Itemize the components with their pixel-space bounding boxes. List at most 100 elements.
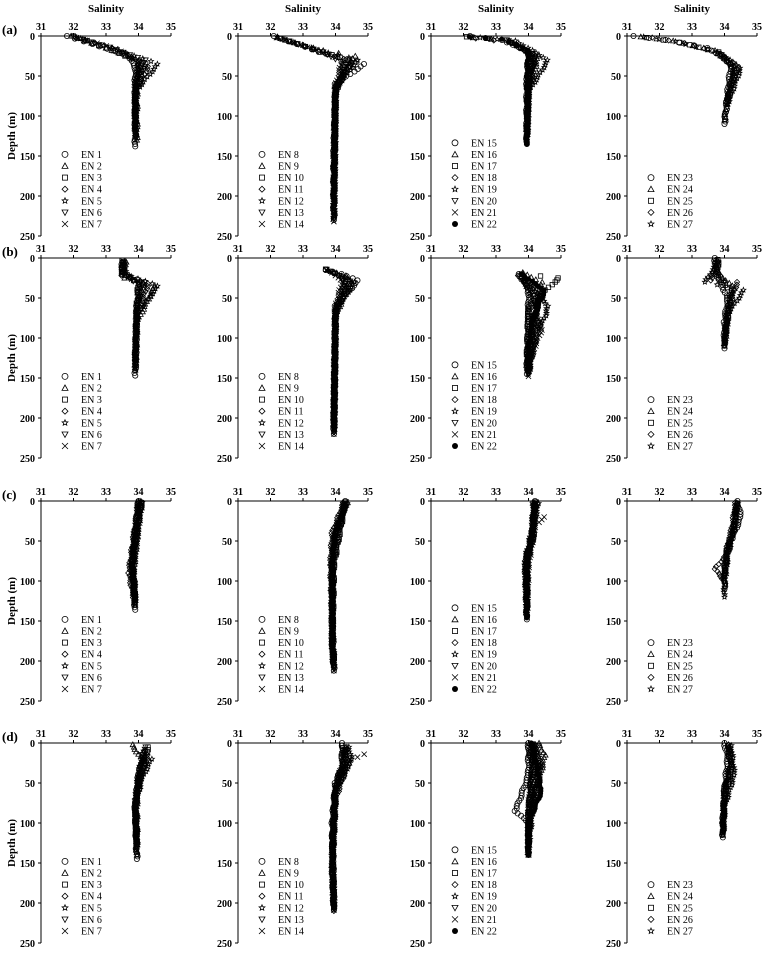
- x-tick-label: 31: [622, 487, 632, 498]
- series-en-1: [64, 33, 138, 149]
- y-tick-label: 250: [20, 697, 35, 708]
- legend-label: EN 14: [278, 685, 304, 696]
- y-tick-label: 200: [606, 414, 621, 425]
- series-en-13: [324, 267, 349, 435]
- y-tick-label: 200: [20, 192, 35, 203]
- legend-marker: [62, 221, 68, 227]
- x-tick-label: 33: [101, 487, 111, 498]
- legend-label: EN 21: [471, 673, 497, 684]
- legend-marker: [452, 397, 458, 403]
- legend-marker: [648, 443, 654, 448]
- legend-marker: [62, 651, 68, 657]
- y-tick-label: 150: [217, 617, 232, 628]
- x-tick-label: 31: [426, 22, 436, 33]
- column-title-salinity: Salinity: [285, 3, 322, 15]
- legend-label: EN 20: [471, 196, 497, 207]
- y-tick-label: 200: [20, 899, 35, 910]
- y-tick-label: 200: [20, 414, 35, 425]
- series-en-7: [119, 259, 141, 361]
- data-point: [506, 39, 511, 44]
- y-tick-label: 0: [227, 739, 232, 750]
- x-tick-label: 34: [720, 244, 730, 255]
- series-en-14: [329, 500, 348, 673]
- legend-marker: [62, 198, 68, 203]
- legend-marker: [452, 175, 458, 181]
- legend-marker: [62, 917, 68, 922]
- x-tick-label: 33: [687, 22, 697, 33]
- y-tick-label: 0: [227, 254, 232, 265]
- y-tick-label: 200: [410, 192, 425, 203]
- legend-marker: [62, 882, 67, 887]
- legend-label: EN 11: [278, 407, 303, 418]
- legend-marker: [452, 605, 458, 611]
- x-tick-label: 31: [36, 244, 46, 255]
- legend-label: EN 27: [667, 442, 693, 453]
- legend-marker: [452, 373, 458, 378]
- y-tick-label: 150: [20, 152, 35, 163]
- y-tick-label: 200: [410, 414, 425, 425]
- legend-marker: [452, 686, 458, 692]
- y-axis-label: Depth (m): [6, 819, 18, 867]
- y-tick-label: 100: [606, 577, 621, 588]
- legend-marker: [648, 408, 654, 413]
- y-tick-label: 50: [25, 294, 35, 305]
- y-tick-label: 0: [616, 254, 621, 265]
- legend-label: EN 24: [667, 407, 693, 418]
- legend-label: EN 5: [81, 903, 102, 914]
- legend-marker: [648, 651, 654, 656]
- x-tick-label: 35: [166, 487, 176, 498]
- series-en-23: [631, 33, 734, 126]
- legend-marker: [452, 651, 458, 656]
- legend-label: EN 1: [81, 372, 102, 383]
- legend-marker: [62, 385, 68, 390]
- legend-label: EN 11: [278, 650, 303, 661]
- legend-marker: [259, 175, 264, 180]
- y-tick-label: 150: [410, 374, 425, 385]
- panel-row-label: (b): [2, 244, 18, 259]
- x-tick-label: 32: [655, 487, 665, 498]
- legend-label: EN 10: [278, 395, 304, 406]
- data-point: [499, 37, 504, 42]
- legend-label: EN 6: [81, 673, 102, 684]
- legend-marker: [259, 686, 265, 692]
- y-tick-label: 100: [606, 112, 621, 123]
- x-tick-label: 34: [134, 729, 144, 740]
- legend-marker: [259, 420, 265, 425]
- legend-label: EN 18: [471, 638, 497, 649]
- legend-marker: [62, 210, 68, 215]
- legend-marker: [62, 443, 68, 449]
- y-tick-label: 50: [611, 72, 621, 83]
- x-tick-label: 33: [687, 244, 697, 255]
- legend-marker: [62, 151, 68, 157]
- y-tick-label: 150: [606, 617, 621, 628]
- legend-marker: [452, 443, 458, 449]
- x-tick-label: 34: [331, 22, 341, 33]
- legend-marker: [62, 408, 68, 414]
- legend-label: EN 26: [667, 430, 693, 441]
- x-tick-label: 34: [720, 22, 730, 33]
- legend-marker: [452, 163, 457, 168]
- legend-label: EN 23: [667, 395, 693, 406]
- legend-marker: [62, 628, 68, 633]
- legend-label: EN 1: [81, 857, 102, 868]
- legend-marker: [62, 686, 68, 692]
- x-tick-label: 32: [266, 487, 276, 498]
- legend-marker: [62, 858, 68, 864]
- y-tick-label: 100: [217, 577, 232, 588]
- x-tick-label: 31: [233, 244, 243, 255]
- x-tick-label: 33: [298, 487, 308, 498]
- x-tick-label: 31: [233, 487, 243, 498]
- data-point: [520, 45, 525, 50]
- legend-marker: [62, 163, 68, 168]
- legend-marker: [62, 675, 68, 680]
- x-tick-label: 33: [101, 244, 111, 255]
- x-tick-label: 35: [752, 244, 762, 255]
- legend-label: EN 14: [278, 442, 304, 453]
- legend-marker: [648, 420, 653, 425]
- y-tick-label: 50: [222, 294, 232, 305]
- legend-label: EN 16: [471, 372, 497, 383]
- legend-label: EN 16: [471, 615, 497, 626]
